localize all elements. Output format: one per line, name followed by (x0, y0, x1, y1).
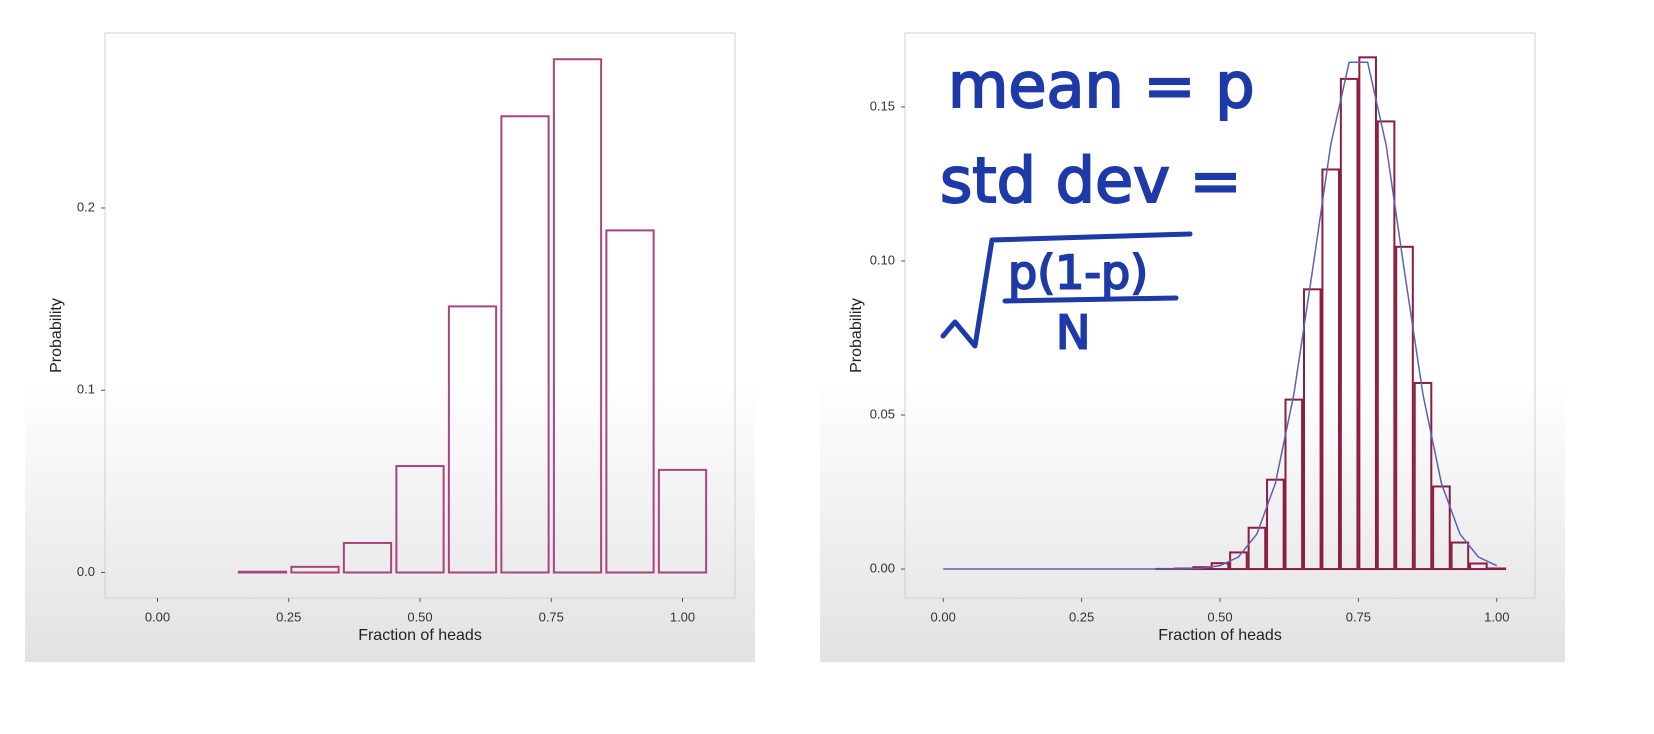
y-tick-label: 0.10 (870, 252, 895, 267)
x-axis-label: Fraction of heads (1158, 627, 1282, 644)
bar (290, 565, 340, 574)
fraction-bar (1002, 295, 1179, 304)
x-tick-label: 1.00 (1484, 609, 1509, 624)
bar (500, 115, 550, 574)
x-tick-label: 0.75 (539, 609, 564, 624)
sqrt-sign (940, 231, 1193, 349)
bar (447, 305, 498, 574)
backdrop (25, 380, 755, 662)
annotation: p(1-p) (1008, 246, 1148, 300)
bar (1302, 288, 1322, 571)
y-tick-label: 0.00 (870, 560, 895, 575)
bar (395, 465, 445, 574)
bar (342, 541, 393, 574)
fit-curve (943, 61, 1498, 570)
annotation: std dev = (940, 144, 1242, 217)
y-tick-label: 0.15 (870, 98, 895, 113)
bar (1247, 526, 1267, 571)
bar (1450, 541, 1470, 571)
y-axis-label: Probability (848, 298, 865, 373)
annotation: N (1056, 306, 1090, 360)
bar (1432, 485, 1451, 571)
bar (1284, 398, 1304, 571)
y-tick-label: 0.2 (77, 199, 95, 214)
y-tick-label: 0.05 (870, 406, 895, 421)
y-tick-label: 0.0 (77, 564, 95, 579)
bar (605, 229, 655, 574)
bar (1395, 245, 1414, 571)
bar (657, 468, 708, 574)
x-tick-label: 0.75 (1346, 609, 1371, 624)
bar (1321, 168, 1341, 571)
backdrop (820, 380, 1565, 662)
bar (1266, 478, 1285, 571)
x-tick-label: 1.00 (670, 609, 695, 624)
x-tick-label: 0.50 (1207, 609, 1232, 624)
bar (1376, 120, 1396, 571)
x-tick-label: 0.00 (931, 609, 956, 624)
x-tick-label: 0.25 (276, 609, 301, 624)
bar (1469, 562, 1488, 571)
x-tick-label: 0.00 (145, 609, 170, 624)
annotation: mean = p (948, 49, 1255, 122)
bar (1487, 567, 1507, 571)
x-tick-label: 0.50 (407, 609, 432, 624)
y-axis-label: Probability (48, 298, 65, 373)
bar (237, 570, 288, 574)
y-tick-label: 0.1 (77, 382, 95, 397)
bar (552, 58, 603, 574)
bar (1358, 56, 1377, 571)
bar (1413, 381, 1433, 571)
x-tick-label: 0.25 (1069, 609, 1094, 624)
bar (1339, 77, 1359, 571)
x-axis-label: Fraction of heads (358, 627, 482, 644)
